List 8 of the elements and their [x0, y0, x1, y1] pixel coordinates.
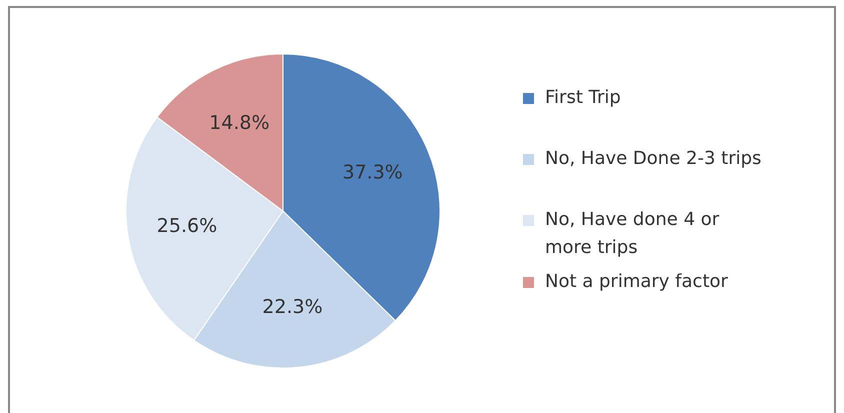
legend-label: No, Have Done 2-3 trips: [545, 148, 762, 169]
data-label: 25.6%: [156, 215, 218, 238]
legend-label: No, Have done 4 or more trips: [545, 209, 720, 258]
data-label: 37.3%: [342, 161, 403, 184]
legend-label: First Trip: [545, 87, 621, 108]
legend-label: Not a primary factor: [545, 271, 729, 292]
data-label: 14.8%: [209, 112, 270, 134]
data-label: 22.3%: [262, 296, 323, 318]
